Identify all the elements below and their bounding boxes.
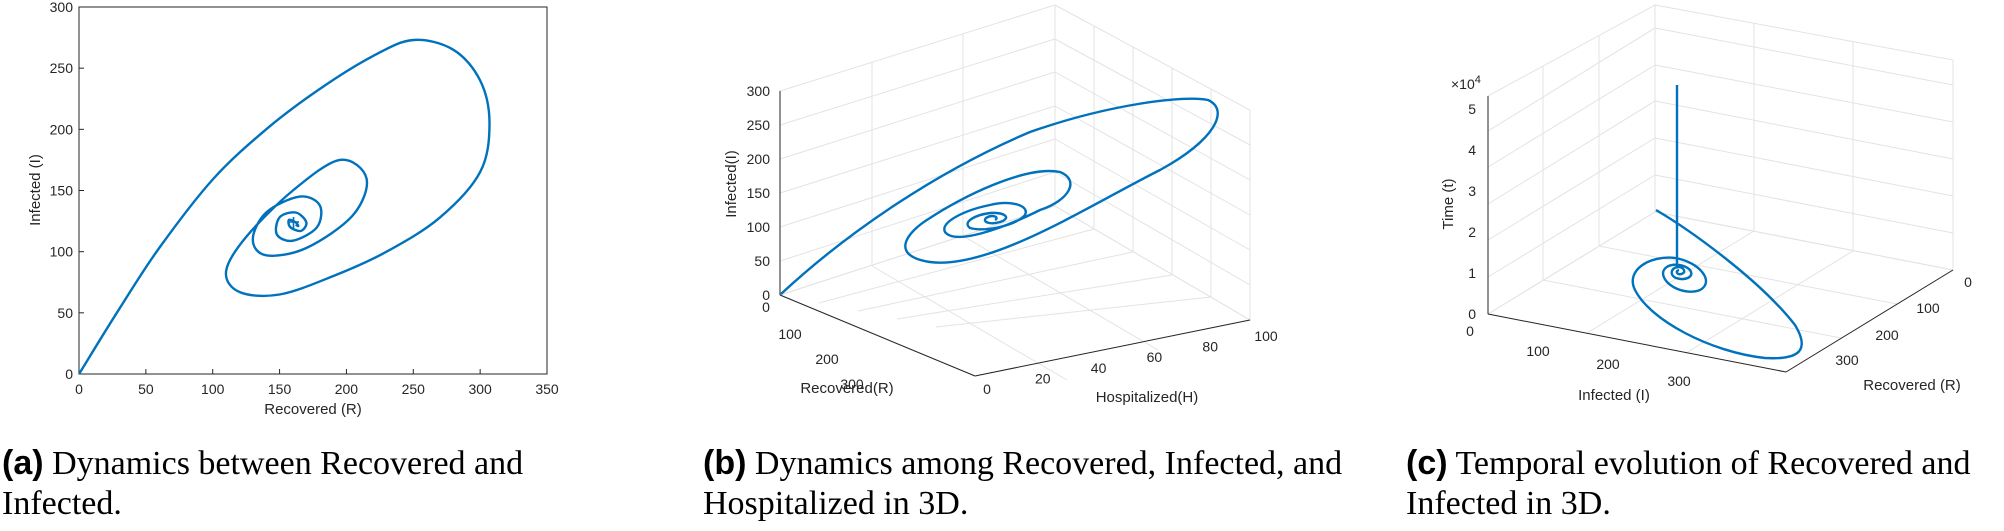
- panel-a-y-tick-label: 50: [57, 305, 73, 321]
- panel-a-y-tick-label: 300: [50, 0, 74, 15]
- caption-a: (a) Dynamics between Recovered and Infec…: [2, 443, 602, 524]
- panel-b-z-tick-label: 0: [762, 287, 770, 303]
- panel-b-z-tick-label: 300: [747, 83, 771, 99]
- caption-c: (c) Temporal evolution of Recovered and …: [1406, 443, 2004, 524]
- panel-c-x-tick-label: 200: [1596, 356, 1620, 372]
- panel-b-x-tick-label: 200: [815, 351, 839, 367]
- panel-a-x-tick-label: 50: [138, 381, 154, 397]
- panel-b-axes: [779, 91, 1251, 377]
- panel-c-z-tick-label: 2: [1468, 224, 1476, 240]
- panel-c-z-ticks: 0 1 2 3 4 5: [1468, 101, 1476, 322]
- panel-c-y-tick-label: 100: [1916, 300, 1940, 316]
- panel-b-y-tick-label: 40: [1091, 360, 1107, 376]
- panel-c-y-ticks: 0 100 200 300: [1835, 274, 1972, 368]
- panel-c-x-tick-label: 300: [1667, 373, 1691, 389]
- panel-a-equilibrium-marker: [288, 217, 299, 228]
- panel-c-x-ticks: 0 100 200 300: [1466, 323, 1691, 389]
- caption-a-tag: (a): [2, 444, 44, 482]
- panel-b-x-tick-label: 100: [778, 326, 802, 342]
- caption-c-text: Temporal evolution of Recovered and Infe…: [1406, 445, 1971, 522]
- panel-a-y-tick-label: 250: [50, 60, 74, 76]
- panel-c-y-label: Recovered (R): [1863, 377, 1961, 394]
- panel-b-x-tick-label: 300: [840, 376, 864, 392]
- panel-c-y-tick-label: 0: [1964, 274, 1972, 290]
- panel-b-y-tick-label: 80: [1202, 339, 1218, 355]
- caption-c-tag: (c): [1406, 444, 1448, 482]
- panel-b-z-tick-label: 150: [747, 185, 771, 201]
- panel-a-x-tick-label: 150: [268, 381, 292, 397]
- panel-c: 0 1 2 3 4 5 0 100 200 300 0 100 200 300 ×104 Infect…: [1440, 4, 1972, 404]
- panel-a-series-line: [77, 38, 491, 375]
- panel-a-y-tick-label: 150: [50, 183, 74, 199]
- panel-b-y-tick-label: 60: [1147, 349, 1163, 365]
- panel-b-y-tick-label: 20: [1035, 370, 1051, 386]
- panel-c-z-tick-label: 0: [1468, 306, 1476, 322]
- panel-c-z-tick-label: 1: [1468, 265, 1476, 281]
- panel-c-z-tick-label: 3: [1468, 183, 1476, 199]
- panel-b-y-ticks: 0 20 40 60 80 100: [983, 328, 1278, 397]
- panel-b-x-label: Recovered(R): [800, 380, 893, 397]
- panel-a-x-ticks: 0 50 100 150 200 250 300 350: [75, 369, 559, 397]
- panel-c-y-tick-label: 300: [1835, 352, 1859, 368]
- panel-a-y-tick-label: 0: [65, 366, 73, 382]
- panel-c-x-tick-label: 100: [1526, 343, 1550, 359]
- panel-b-y-tick-label: 0: [983, 381, 991, 397]
- panel-a-y-tick-label: 100: [50, 244, 74, 260]
- panel-c-x-label: Infected (I): [1578, 387, 1650, 404]
- panel-c-x-tick-label: 0: [1466, 323, 1474, 339]
- panel-a-y-tick-label: 200: [50, 121, 74, 137]
- panel-a-y-label: Infected (I): [27, 154, 44, 226]
- panel-a-y-ticks: 0 50 100 150 200 250 300: [50, 0, 84, 382]
- panel-a-x-tick-label: 200: [335, 381, 359, 397]
- panel-a-x-tick-label: 350: [535, 381, 559, 397]
- panel-b-y-label: Hospitalized(H): [1096, 389, 1199, 406]
- panel-a-plot-box: [78, 6, 548, 375]
- caption-b-tag: (b): [703, 444, 747, 482]
- panel-b-z-tick-label: 100: [747, 219, 771, 235]
- panel-c-z-tick-label: 5: [1468, 101, 1476, 117]
- panel-a-x-tick-label: 0: [75, 381, 83, 397]
- panel-b-z-tick-label: 50: [754, 253, 770, 269]
- panel-b-z-label: Infected(I): [723, 150, 740, 218]
- panel-b-z-tick-label: 200: [747, 151, 771, 167]
- panel-a-x-tick-label: 300: [468, 381, 492, 397]
- panel-c-z-tick-label: 4: [1468, 142, 1476, 158]
- panel-b-y-tick-label: 100: [1254, 328, 1278, 344]
- panel-c-z-label: Time (t): [1440, 178, 1457, 229]
- caption-b: (b) Dynamics among Recovered, Infected, …: [703, 443, 1343, 524]
- panel-b-series-line: [780, 97, 1219, 295]
- caption-a-text: Dynamics between Recovered and Infected.: [2, 445, 524, 522]
- panel-c-z-exponent: ×104: [1451, 74, 1481, 92]
- panel-b-z-ticks: 0 50 100 150 200 250 300: [747, 83, 771, 303]
- panel-c-y-tick-label: 200: [1875, 327, 1899, 343]
- panel-a-x-label: Recovered (R): [264, 401, 362, 418]
- panel-c-grid: [1486, 4, 1955, 373]
- panel-c-series-spiral: [1631, 208, 1803, 360]
- panel-a: 0 50 100 150 200 250 300 350 0 50 100 150 200 250 300…: [27, 0, 559, 418]
- panel-b-x-tick-label: 0: [762, 299, 770, 315]
- panel-a-x-tick-label: 250: [402, 381, 426, 397]
- panel-b-z-tick-label: 250: [747, 117, 771, 133]
- panel-a-x-tick-label: 100: [201, 381, 225, 397]
- caption-b-text: Dynamics among Recovered, Infected, and …: [703, 445, 1343, 522]
- panel-c-axes: [1487, 96, 1954, 373]
